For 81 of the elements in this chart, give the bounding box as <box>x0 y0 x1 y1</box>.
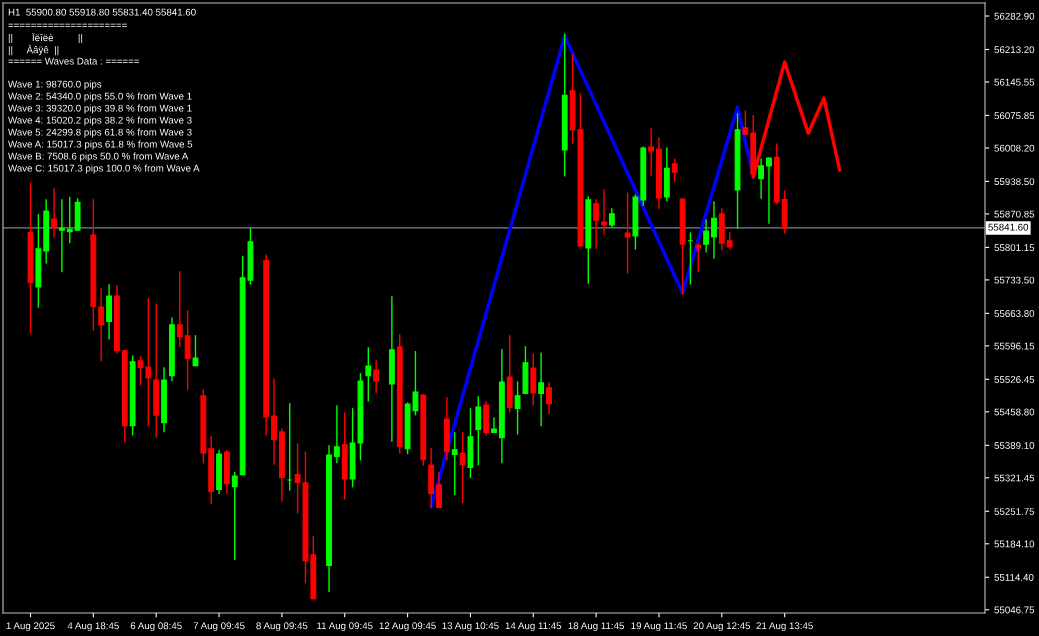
y-tick-label: 56008.20 <box>994 144 1035 152</box>
candlestick <box>333 405 340 464</box>
candlestick <box>766 157 772 224</box>
candlestick <box>176 271 183 348</box>
x-tick-label: 18 Aug 11:45 <box>568 622 625 632</box>
candlestick <box>711 201 717 259</box>
candlestick <box>593 199 600 249</box>
candlestick <box>66 196 73 244</box>
candlestick <box>98 288 105 362</box>
y-tick-label: 55663.80 <box>994 310 1035 317</box>
candlestick <box>373 360 380 394</box>
candlestick <box>742 110 749 135</box>
y-tick-label: 56213.20 <box>994 46 1035 54</box>
x-tick-label: 6 Aug 08:45 <box>130 622 182 632</box>
y-tick-label: 55389.10 <box>994 442 1035 449</box>
annotation: Wave 2: 54340.0 pips 55.0 % from Wave 1 <box>8 92 192 102</box>
x-tick-label: 19 Aug 11:45 <box>631 622 687 632</box>
x-tick-label: 7 Aug 09:45 <box>193 622 245 632</box>
candlestick <box>758 158 765 199</box>
y-tick-label: 55596.15 <box>994 342 1035 350</box>
annotation: || Ïëîëè || <box>8 32 83 44</box>
annotation: Wave A: 15017.3 pips 61.8 % from Wave 5 <box>8 140 193 150</box>
x-tick-label: 11 Aug 09:45 <box>317 622 373 632</box>
annotation: Wave 5: 24299.8 pips 61.8 % from Wave 3 <box>8 128 192 138</box>
y-tick-label: 55526.45 <box>994 376 1035 383</box>
annotation: ===================== <box>8 23 127 27</box>
annotation: Wave 4: 15020.2 pips 38.2 % from Wave 3 <box>8 116 192 126</box>
y-tick-label: 56145.55 <box>994 78 1035 86</box>
candlestick <box>436 472 442 509</box>
annotation: Wave 3: 39320.0 pips 39.8 % from Wave 1 <box>8 104 192 114</box>
candlestick <box>475 396 482 466</box>
candlestick <box>695 243 702 272</box>
candlestick <box>648 128 655 176</box>
y-tick-label: 55184.10 <box>994 540 1035 548</box>
y-tick-label: 56282.90 <box>994 12 1035 20</box>
candlestick <box>192 335 199 367</box>
candlestick <box>491 417 497 434</box>
line-series <box>429 34 755 509</box>
ref-line-label: 55841.60 <box>988 223 1029 231</box>
y-tick-label: 55251.75 <box>994 508 1035 515</box>
candlestick <box>538 352 545 427</box>
y-tick-label: 55321.45 <box>994 474 1035 482</box>
candlestick <box>601 189 607 235</box>
candlestick <box>365 347 372 402</box>
annotation: Wave C: 15017.3 pips 100.0 % from Wave A <box>8 164 200 174</box>
candlestick <box>671 158 678 182</box>
y-tick-label: 56075.85 <box>994 112 1035 120</box>
x-tick-label: 20 Aug 12:45 <box>693 622 751 632</box>
candlestick <box>137 356 144 386</box>
candlestick <box>451 432 458 496</box>
candlestick <box>546 382 552 415</box>
x-tick-label: 1 Aug 2025 <box>6 622 55 632</box>
annotation: Wave 1: 98760.0 pips <box>8 80 102 90</box>
y-tick-label: 55733.50 <box>994 276 1035 284</box>
candlestick <box>624 192 631 274</box>
annotation: ====== Waves Data : ====== <box>8 57 140 65</box>
y-tick-label: 55458.80 <box>994 408 1035 416</box>
candlestick <box>184 310 191 390</box>
y-tick-label: 55870.85 <box>994 210 1035 218</box>
y-tick-label: 55046.75 <box>994 606 1035 614</box>
x-tick-label: 4 Aug 18:45 <box>67 622 119 632</box>
x-tick-label: 14 Aug 11:45 <box>505 622 562 632</box>
candlestick <box>703 219 710 253</box>
x-tick-label: 21 Aug 13:45 <box>756 622 813 632</box>
chart-title: H1 55900.80 55918.80 55831.40 55841.60 <box>8 8 196 16</box>
y-tick-label: 55938.50 <box>994 178 1035 186</box>
candlestick <box>514 381 521 435</box>
annotation: || Àâÿê || <box>8 44 59 56</box>
candlestick <box>231 472 238 560</box>
candlestick <box>145 298 152 427</box>
annotation: Wave B: 7508.6 pips 50.0 % from Wave A <box>8 152 189 162</box>
x-tick-label: 13 Aug 10:45 <box>442 622 499 632</box>
x-tick-label: 8 Aug 09:45 <box>256 622 308 632</box>
y-tick-label: 55114.40 <box>994 574 1034 581</box>
candlestick <box>51 188 57 238</box>
candlestick <box>459 432 466 504</box>
candlestick <box>286 403 293 491</box>
y-tick-label: 55801.15 <box>994 244 1035 252</box>
candlestick <box>59 199 65 273</box>
x-tick-label: 12 Aug 09:45 <box>379 622 436 632</box>
candlestick <box>271 378 277 465</box>
